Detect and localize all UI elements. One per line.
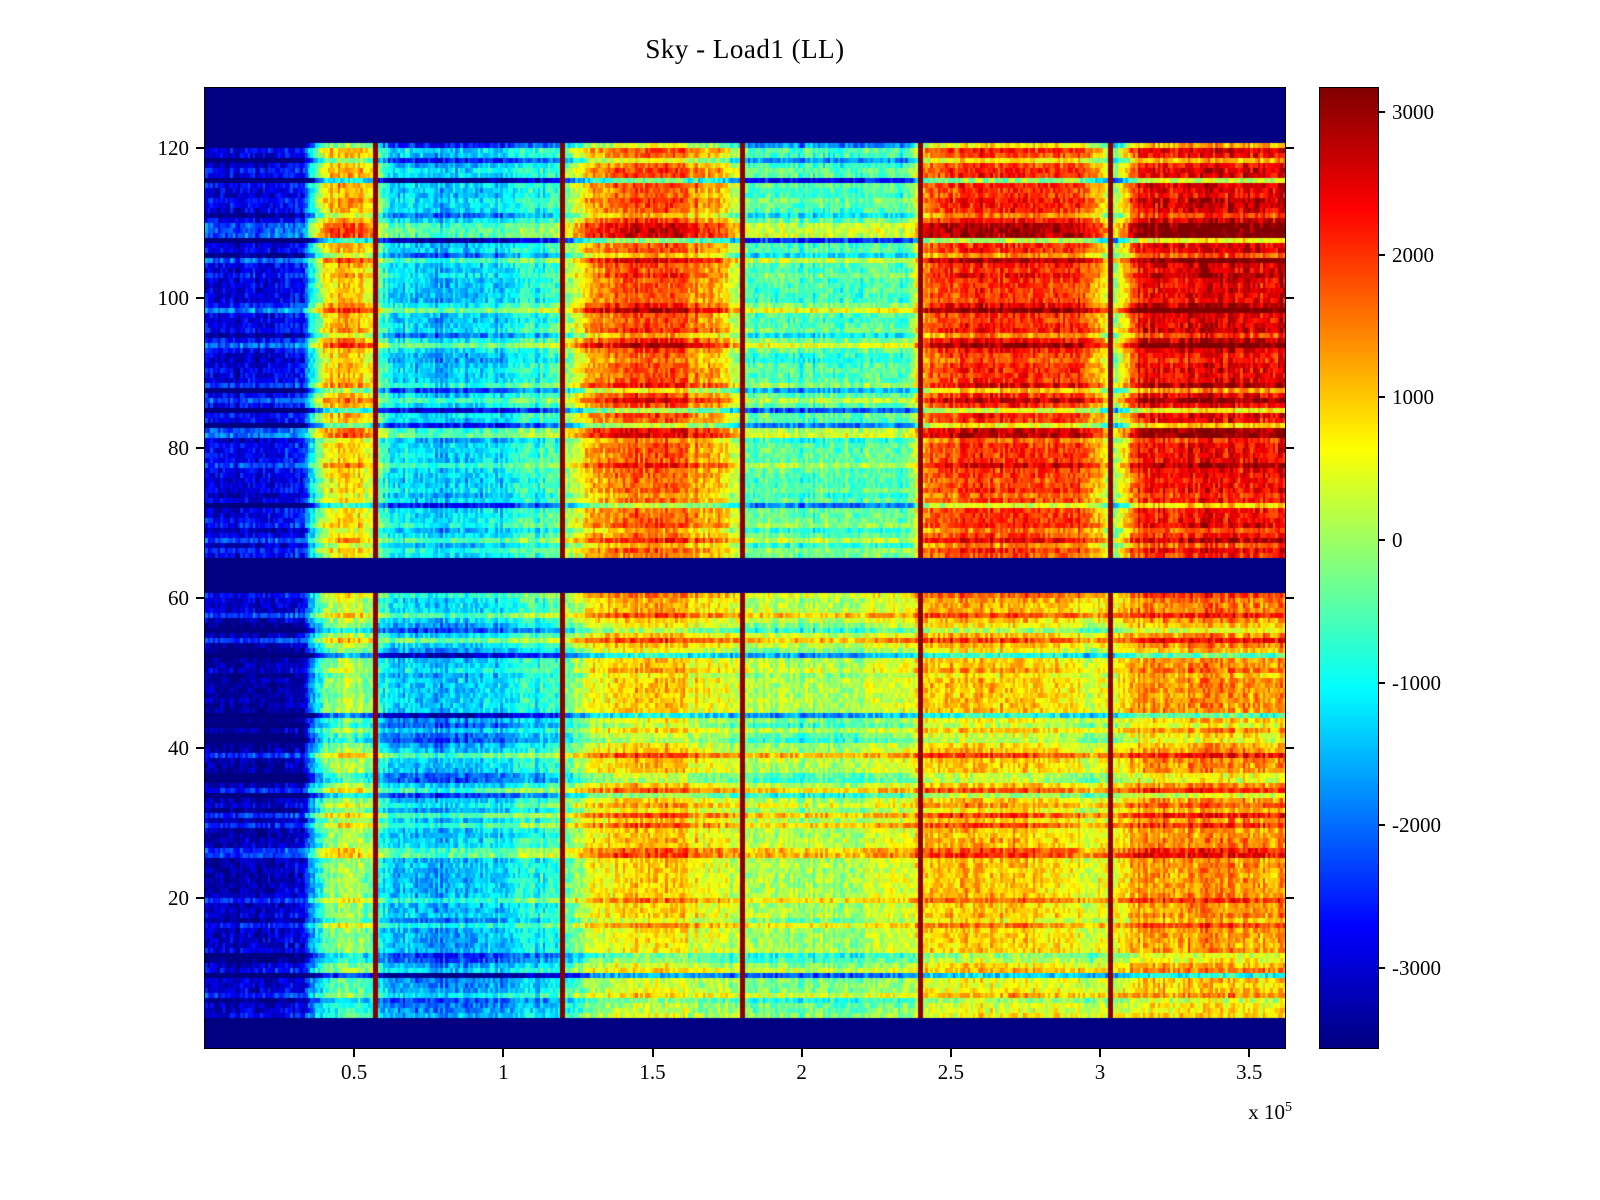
y-tick-mark-right: [1286, 447, 1294, 449]
colorbar-canvas: [1320, 88, 1378, 1048]
colorbar-tick-label: 3000: [1392, 99, 1434, 124]
x-tick-label: 0.5: [341, 1060, 368, 1084]
colorbar-tick-mark: [1379, 538, 1385, 541]
x-tick-label: 2.5: [937, 1060, 964, 1084]
y-tick-mark-right: [1286, 897, 1294, 899]
y-tick-label: 80: [168, 436, 189, 460]
x-tick-mark: [1099, 1049, 1102, 1057]
colorbar-tick-mark: [1379, 824, 1385, 827]
colorbar-tick-mark: [1379, 396, 1385, 399]
x-tick-label: 2: [796, 1060, 807, 1084]
colorbar-tick-label: -1000: [1392, 670, 1441, 695]
heatmap-canvas: [205, 88, 1285, 1048]
y-tick-mark-right: [1286, 747, 1294, 749]
x-tick-mark: [800, 1049, 803, 1057]
x-tick-mark: [651, 1049, 654, 1057]
colorbar-tick-mark: [1379, 253, 1385, 256]
y-tick-label: 20: [168, 886, 189, 910]
colorbar-tick-label: 1000: [1392, 385, 1434, 410]
x-tick-label: 1: [498, 1060, 509, 1084]
y-tick-mark-right: [1286, 147, 1294, 149]
x-tick-label: 1.5: [639, 1060, 666, 1084]
exponent-base: x 10: [1248, 1100, 1285, 1124]
y-tick-label: 60: [168, 586, 189, 610]
y-tick-mark: [196, 297, 204, 299]
exponent-power: 5: [1285, 1100, 1292, 1115]
colorbar-tick-label: -3000: [1392, 955, 1441, 980]
y-tick-mark-right: [1286, 597, 1294, 599]
x-tick-mark: [502, 1049, 505, 1057]
x-axis-exponent-label: x 105: [1100, 1100, 1292, 1125]
y-tick-mark: [196, 597, 204, 599]
x-tick-label: 3.5: [1236, 1060, 1263, 1084]
x-tick-mark: [1248, 1049, 1251, 1057]
y-tick-mark: [196, 147, 204, 149]
y-tick-mark: [196, 747, 204, 749]
y-tick-mark: [196, 897, 204, 899]
colorbar-tick-label: -2000: [1392, 813, 1441, 838]
chart-title: Sky - Load1 (LL): [645, 34, 845, 64]
heatmap-plot-area: [204, 87, 1286, 1049]
x-tick-mark: [353, 1049, 356, 1057]
y-tick-mark-right: [1286, 297, 1294, 299]
colorbar-tick-label: 2000: [1392, 242, 1434, 267]
x-tick-label: 3: [1094, 1060, 1106, 1084]
y-tick-mark: [196, 447, 204, 449]
colorbar: [1319, 87, 1379, 1049]
y-tick-label: 120: [157, 136, 190, 160]
y-tick-label: 40: [168, 736, 189, 760]
colorbar-tick-mark: [1379, 110, 1385, 113]
x-tick-mark: [949, 1049, 952, 1057]
colorbar-tick-mark: [1379, 966, 1385, 969]
colorbar-tick-label: 0: [1392, 527, 1403, 552]
colorbar-tick-mark: [1379, 681, 1385, 684]
y-tick-label: 100: [157, 286, 190, 310]
